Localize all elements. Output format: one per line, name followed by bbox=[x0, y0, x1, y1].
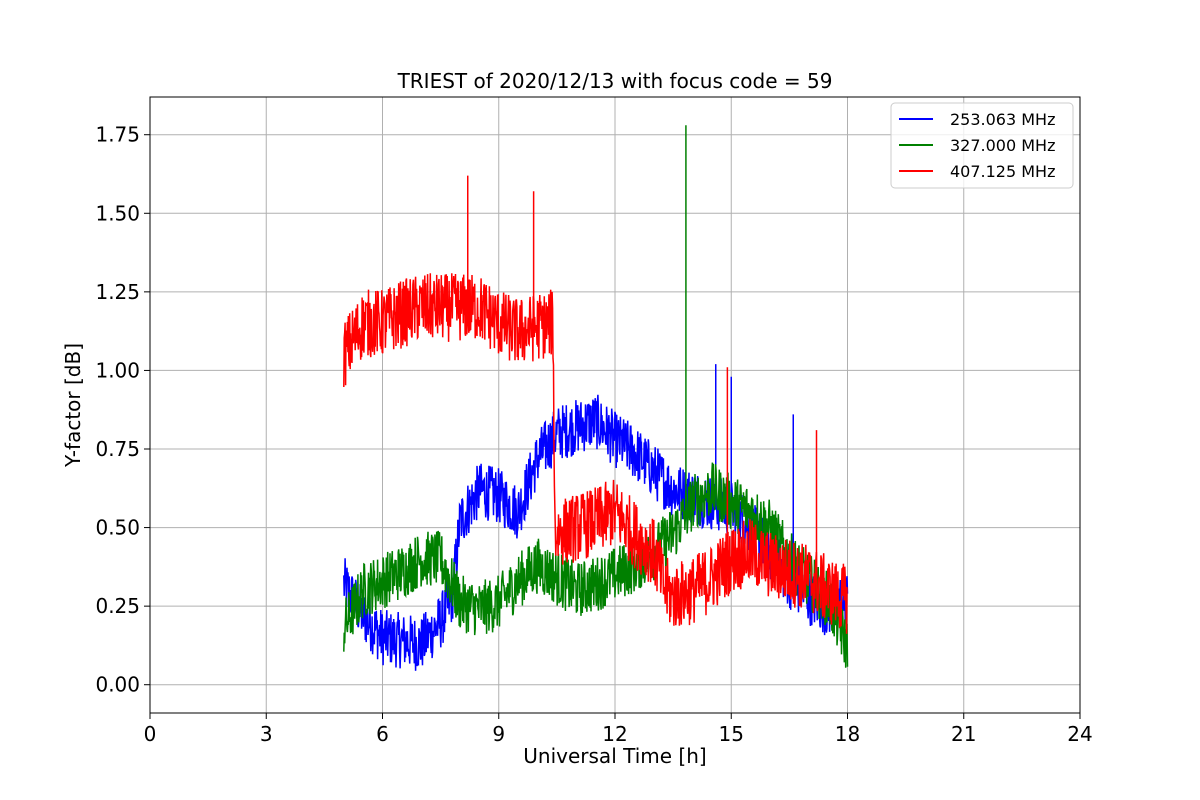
x-axis-label: Universal Time [h] bbox=[523, 744, 706, 768]
y-tick-label: 0.75 bbox=[95, 437, 140, 461]
x-tick-label: 21 bbox=[951, 722, 976, 746]
x-tick-label: 15 bbox=[719, 722, 744, 746]
y-tick-label: 0.00 bbox=[95, 673, 140, 697]
x-tick-label: 9 bbox=[492, 722, 505, 746]
x-tick-label: 12 bbox=[602, 722, 627, 746]
series-layer bbox=[343, 125, 849, 671]
x-tick-label: 3 bbox=[260, 722, 273, 746]
y-axis-label: Y-factor [dB] bbox=[61, 343, 85, 468]
x-tick-label: 6 bbox=[376, 722, 389, 746]
y-tick-label: 1.00 bbox=[95, 358, 140, 382]
legend-label: 327.000 MHz bbox=[950, 136, 1055, 155]
y-tick-label: 1.25 bbox=[95, 280, 140, 304]
y-tick-label: 0.50 bbox=[95, 516, 140, 540]
x-axis-ticks: 0 3 6 9 12 15 18 21 24 bbox=[144, 713, 1093, 746]
grid bbox=[149, 97, 1081, 713]
y-tick-label: 1.50 bbox=[95, 201, 140, 225]
y-tick-label: 1.75 bbox=[95, 123, 140, 147]
x-tick-label: 18 bbox=[835, 722, 860, 746]
legend-label: 253.063 MHz bbox=[950, 110, 1055, 129]
y-tick-label: 0.25 bbox=[95, 594, 140, 618]
legend-label: 407.125 MHz bbox=[950, 162, 1055, 181]
series-line-3 bbox=[343, 273, 848, 634]
series-line-2 bbox=[343, 462, 849, 668]
legend: 253.063 MHz 327.000 MHz 407.125 MHz bbox=[890, 102, 1074, 189]
legend-box bbox=[890, 102, 1074, 189]
chart-title: TRIEST of 2020/12/13 with focus code = 5… bbox=[397, 69, 833, 93]
x-tick-label: 24 bbox=[1067, 722, 1092, 746]
x-tick-label: 0 bbox=[144, 722, 157, 746]
y-axis-ticks: 0.00 0.25 0.50 0.75 1.00 1.25 1.50 1.75 bbox=[95, 123, 150, 697]
